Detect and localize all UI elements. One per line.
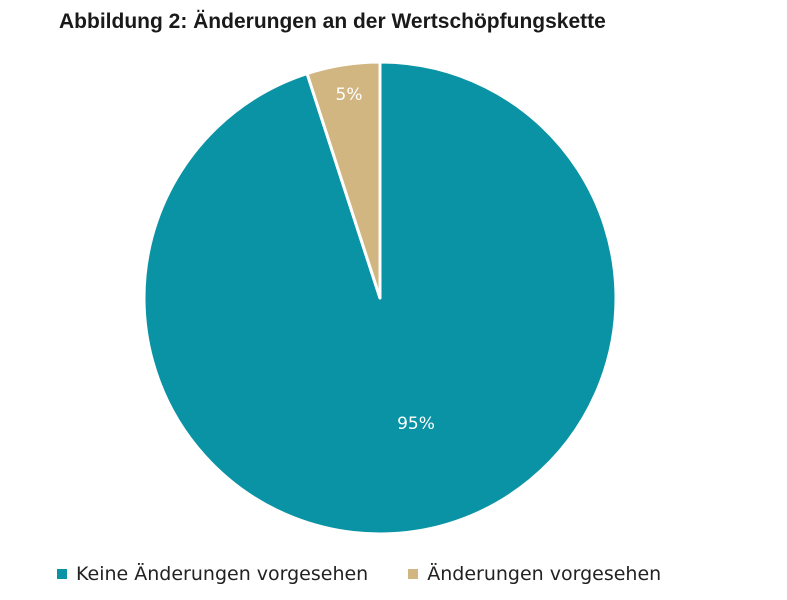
slice-label-aenderungen: 5% <box>336 85 363 105</box>
legend-swatch-aenderungen <box>408 569 419 579</box>
chart-title: Abbildung 2: Änderungen an der Wertschöp… <box>59 10 606 33</box>
legend: Keine Änderungen vorgesehen Änderungen v… <box>57 563 661 585</box>
slice-label-keine-aenderungen: 95% <box>397 414 435 434</box>
pie-slice-aenderungen <box>305 60 382 300</box>
legend-item-keine-aenderungen: Keine Änderungen vorgesehen <box>57 563 368 585</box>
legend-label-aenderungen: Änderungen vorgesehen <box>427 563 662 585</box>
legend-item-aenderungen: Änderungen vorgesehen <box>408 563 661 585</box>
legend-label-keine-aenderungen: Keine Änderungen vorgesehen <box>76 563 369 585</box>
legend-swatch-keine-aenderungen <box>57 569 67 579</box>
